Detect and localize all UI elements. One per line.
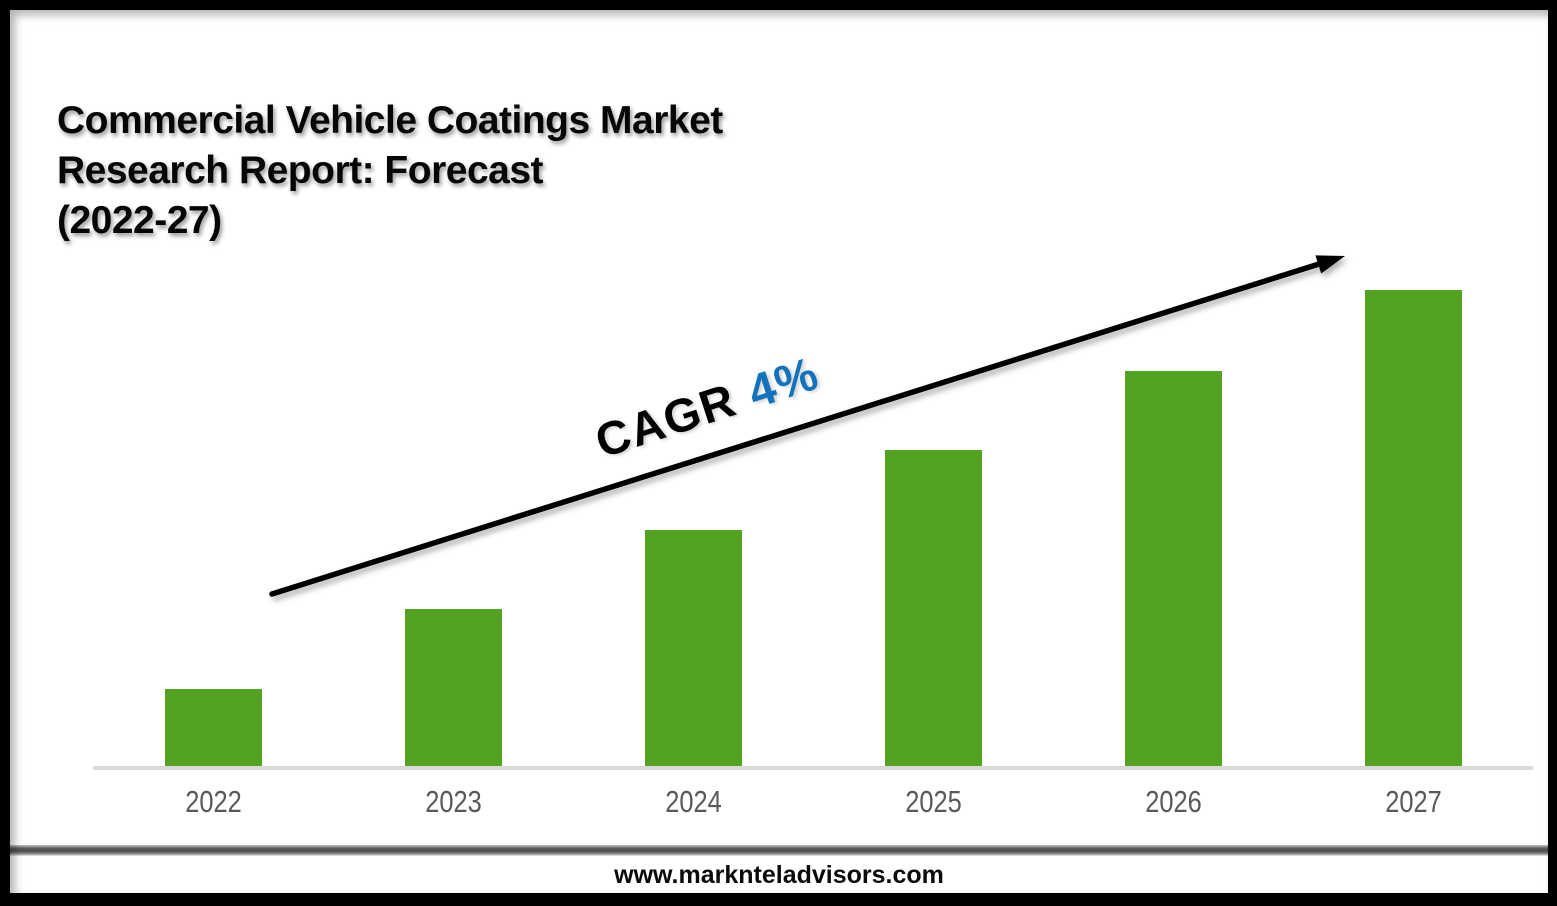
cagr-annotation: CAGR4% [589,345,826,469]
page-title-line-1: Commercial Vehicle Coatings Market [57,99,723,142]
x-axis-label-2025: 2025 [814,784,1054,820]
x-axis-label-text: 2027 [1385,784,1442,819]
bar-2023 [405,609,502,766]
cagr-label: CAGR [588,372,743,468]
x-axis-label-2024: 2024 [574,784,814,820]
x-axis-label-2027: 2027 [1294,784,1534,820]
page-title-line-3: (2022-27) [57,199,222,242]
cagr-value: 4% [741,345,826,419]
footer-url: www.marknteladvisors.com [614,861,944,889]
x-axis-label-text: 2024 [665,784,722,819]
x-axis-label-text: 2025 [905,784,962,819]
x-axis-label-2026: 2026 [1054,784,1294,820]
x-axis-label-text: 2026 [1145,784,1202,819]
x-axis-label-2023: 2023 [334,784,574,820]
x-axis-label-2022: 2022 [94,784,334,820]
bar-2026 [1125,371,1222,766]
x-axis-line [93,766,1533,770]
footer-divider [10,845,1548,856]
bar-2024 [645,530,742,766]
x-axis-label-text: 2023 [425,784,482,819]
bar-2022 [165,689,262,766]
page-title-line-2: Research Report: Forecast [57,149,544,192]
x-axis-label-text: 2022 [185,784,242,819]
trend-arrow-head [1315,255,1345,274]
bar-2025 [885,450,982,766]
bar-2027 [1365,290,1462,766]
page-title: Commercial Vehicle Coatings Market Resea… [57,96,817,246]
